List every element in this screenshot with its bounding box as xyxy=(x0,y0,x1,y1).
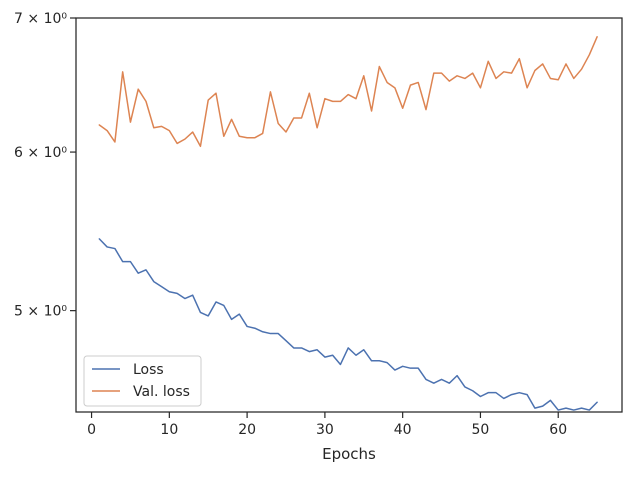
y-tick-label: 7 × 10⁰ xyxy=(14,11,67,27)
x-tick-label: 20 xyxy=(238,422,256,438)
series-line-val-loss xyxy=(98,36,598,148)
y-axis: 5 × 10⁰ 6 × 10⁰ 7 × 10⁰ xyxy=(14,11,76,320)
x-axis-title: Epochs xyxy=(322,445,376,463)
x-tick-label: 0 xyxy=(87,422,96,438)
plot-frame xyxy=(75,17,623,413)
series-line-loss xyxy=(98,238,598,411)
legend-label-val-loss: Val. loss xyxy=(133,384,190,400)
x-tick-label: 50 xyxy=(472,422,490,438)
x-tick-label: 30 xyxy=(316,422,334,438)
y-tick-label: 6 × 10⁰ xyxy=(14,145,67,161)
x-tick-label: 40 xyxy=(394,422,412,438)
x-axis: 0 10 20 30 40 50 60 xyxy=(87,412,567,438)
y-tick-label: 5 × 10⁰ xyxy=(14,304,67,320)
legend: Loss Val. loss xyxy=(83,355,202,407)
x-tick-label: 60 xyxy=(549,422,567,438)
x-tick-label: 10 xyxy=(160,422,178,438)
plot-lines xyxy=(98,36,598,411)
legend-label-loss: Loss xyxy=(133,362,164,378)
